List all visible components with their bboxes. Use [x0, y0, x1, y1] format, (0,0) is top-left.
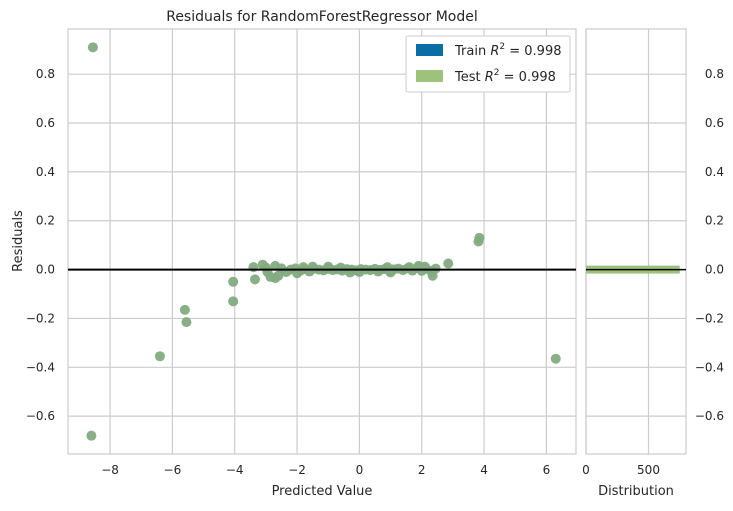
- y-tick-label: 0.0: [36, 263, 55, 277]
- distribution-plot-area: 0 500 −0.6 −0.4 −0.2 0.0 0.2 0.4 0.6 0.8: [582, 28, 724, 477]
- legend: Train R2 = 0.998 Test R2 = 0.998: [405, 35, 571, 93]
- x-axis-label: Predicted Value: [272, 484, 373, 499]
- residual-point: [298, 262, 309, 273]
- main-y-tick-labels: −0.6 −0.4 −0.2 0.0 0.2 0.4 0.6 0.8: [26, 67, 55, 423]
- residual-point: [404, 262, 415, 273]
- x-tick-label: −6: [164, 463, 182, 477]
- x-tick-label: −4: [226, 463, 244, 477]
- residual-point: [87, 42, 98, 53]
- residual-point: [228, 296, 239, 307]
- y-tick-label: −0.6: [26, 409, 55, 423]
- residual-point: [249, 274, 260, 285]
- main-plot-frame: [67, 28, 577, 455]
- residual-point: [228, 276, 239, 287]
- y-tick-label: 0.4: [36, 165, 55, 179]
- residual-point: [248, 262, 259, 273]
- distribution-y-tick-label: −0.6: [695, 409, 724, 423]
- main-plot-area: −8 −6 −4 −2 0 2 4 6 −0.6 −0.4 −0.2 0.0 0.2 0.4 0.6 0.8: [26, 28, 577, 477]
- distribution-y-tick-label: 0.8: [705, 67, 724, 81]
- x-tick-label: 6: [543, 463, 551, 477]
- residual-point: [154, 351, 165, 362]
- y-tick-label: 0.2: [36, 214, 55, 228]
- distribution-x-tick-label: 0: [582, 463, 590, 477]
- distribution-y-tick-label: 0.4: [705, 165, 724, 179]
- residual-point: [373, 266, 384, 277]
- distribution-bars: [586, 265, 686, 274]
- residual-point: [354, 267, 365, 278]
- residual-point: [443, 258, 454, 269]
- y-tick-label: 0.6: [36, 116, 55, 130]
- y-tick-label: 0.8: [36, 67, 55, 81]
- residual-point: [473, 236, 484, 247]
- residual-point: [179, 304, 190, 315]
- x-tick-label: 0: [356, 463, 364, 477]
- residual-point: [550, 353, 561, 364]
- legend-label-train: Train R2 = 0.998: [454, 42, 561, 59]
- legend-swatch-train: [416, 44, 443, 56]
- residual-point: [335, 262, 346, 273]
- legend-label-test: Test R2 = 0.998: [454, 68, 556, 85]
- x-tick-label: −2: [288, 463, 306, 477]
- x-tick-label: 2: [418, 463, 426, 477]
- distribution-y-tick-label: −0.2: [695, 311, 724, 325]
- x-tick-label: 4: [480, 463, 488, 477]
- distribution-plot-frame: [585, 28, 687, 455]
- residual-point: [260, 262, 271, 273]
- distribution-x-tick-label: 500: [637, 463, 660, 477]
- y-tick-label: −0.2: [26, 311, 55, 325]
- legend-box: [405, 35, 571, 93]
- legend-swatch-test: [416, 70, 443, 82]
- main-x-tick-labels: −8 −6 −4 −2 0 2 4 6: [101, 463, 550, 477]
- distribution-y-tick-labels: −0.6 −0.4 −0.2 0.0 0.2 0.4 0.6 0.8: [695, 67, 724, 423]
- chart-title: Residuals for RandomForestRegressor Mode…: [166, 9, 478, 25]
- distribution-axis-label: Distribution: [598, 484, 674, 499]
- residual-point: [86, 430, 97, 441]
- distribution-y-tick-label: −0.4: [695, 360, 724, 374]
- distribution-y-tick-label: 0.2: [705, 214, 724, 228]
- distribution-x-tick-labels: 0 500: [582, 463, 660, 477]
- x-tick-label: −8: [101, 463, 119, 477]
- distribution-y-tick-label: 0.0: [705, 263, 724, 277]
- residual-point: [181, 317, 192, 328]
- y-tick-label: −0.4: [26, 360, 55, 374]
- residual-point: [292, 268, 303, 279]
- y-axis-label: Residuals: [11, 210, 26, 272]
- residual-point: [270, 273, 281, 284]
- distribution-y-tick-label: 0.6: [705, 116, 724, 130]
